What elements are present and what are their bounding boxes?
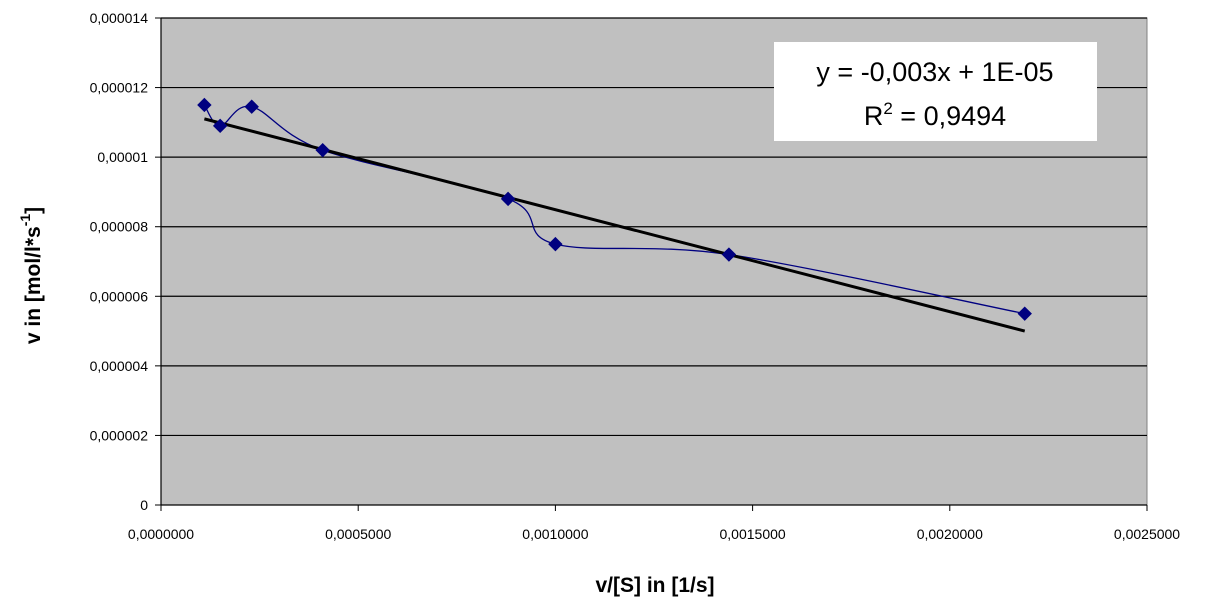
trendline-r-squared: R2 = 0,9494 bbox=[864, 99, 1006, 131]
r-squared-value: = 0,9494 bbox=[893, 101, 1006, 131]
x-tick-label: 0,0025000 bbox=[1114, 526, 1180, 542]
x-axis-ticks: 0,0000000 0,0005000 0,0010000 0,0015000 0,00… bbox=[128, 505, 1180, 542]
x-tick-label: 0,0005000 bbox=[325, 526, 391, 542]
trendline bbox=[204, 117, 1026, 333]
y-axis-title-main: v in [mol/l*s bbox=[22, 226, 45, 344]
data-points bbox=[197, 97, 1032, 321]
data-point-marker bbox=[212, 118, 228, 134]
x-tick-label: 0,0020000 bbox=[917, 526, 983, 542]
y-axis-title: v in [mol/l*s-1] bbox=[17, 207, 45, 344]
data-point-marker bbox=[197, 97, 212, 113]
x-tick-label: 0,0000000 bbox=[128, 526, 194, 542]
y-tick-label: 0,000004 bbox=[90, 358, 149, 374]
data-point-marker bbox=[315, 142, 330, 158]
x-axis-title: v/[S] in [1/s] bbox=[595, 574, 714, 597]
data-point-marker bbox=[500, 191, 516, 207]
r-squared-prefix: R bbox=[864, 101, 884, 131]
y-tick-label: 0,000006 bbox=[90, 288, 149, 304]
y-tick-label: 0 bbox=[140, 497, 148, 513]
y-tick-label: 0,000014 bbox=[90, 10, 149, 26]
y-tick-label: 0,00001 bbox=[97, 149, 148, 165]
data-point-marker bbox=[548, 236, 563, 252]
axes bbox=[160, 18, 1147, 506]
y-tick-label: 0,000012 bbox=[90, 80, 149, 96]
trendline-equation: y = -0,003x + 1E-05 bbox=[816, 57, 1053, 87]
x-tick-label: 0,0015000 bbox=[720, 526, 786, 542]
x-tick-label: 0,0010000 bbox=[522, 526, 588, 542]
y-tick-label: 0,000008 bbox=[90, 219, 149, 235]
y-axis-ticks: 0 0,000002 0,000004 0,000006 0,000008 0,00001… bbox=[90, 10, 161, 513]
y-axis-title-superscript: -1 bbox=[17, 214, 33, 227]
data-point-marker bbox=[721, 247, 737, 262]
data-point-marker bbox=[1017, 306, 1032, 321]
r-squared-superscript: 2 bbox=[883, 99, 892, 118]
y-axis-title-end: ] bbox=[22, 207, 45, 214]
trendline-label-box bbox=[774, 42, 1097, 141]
data-point-marker bbox=[244, 99, 259, 114]
y-tick-label: 0,000002 bbox=[90, 427, 149, 443]
